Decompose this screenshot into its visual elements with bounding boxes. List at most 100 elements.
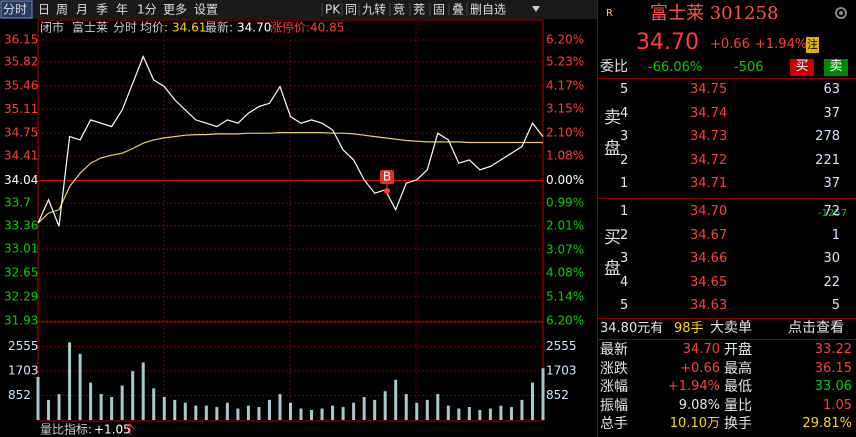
buy-button[interactable]: 买 bbox=[790, 59, 814, 76]
volume-bar bbox=[57, 394, 61, 420]
volume-bar bbox=[173, 399, 177, 420]
book-price: 34.73 bbox=[690, 129, 728, 144]
stat-value: 9.08% bbox=[678, 397, 720, 413]
volume-bar bbox=[99, 394, 103, 420]
volume-bar bbox=[415, 402, 419, 420]
tab[interactable]: 设置 bbox=[194, 3, 218, 17]
level: 3 bbox=[620, 251, 629, 266]
pct-tick-label: 2.01% bbox=[546, 219, 584, 233]
pct-tick-label: 1.08% bbox=[546, 149, 584, 163]
price-tick-label: 31.93 bbox=[4, 314, 38, 328]
signal-label: B bbox=[383, 170, 391, 184]
tool[interactable]: 删自选 bbox=[470, 3, 506, 17]
level: 4 bbox=[620, 105, 629, 121]
stat-value: 29.81% bbox=[802, 416, 852, 431]
volume-bar bbox=[362, 396, 366, 420]
tab[interactable]: 日 bbox=[38, 3, 50, 17]
volume-bar bbox=[299, 408, 303, 420]
tab[interactable]: 周 bbox=[56, 3, 68, 17]
tab[interactable]: 更多 bbox=[163, 3, 187, 17]
pct-tick-label: 5.23% bbox=[546, 54, 584, 68]
volume-bar bbox=[520, 399, 524, 420]
tool[interactable]: PK bbox=[325, 3, 341, 17]
level: 1 bbox=[620, 204, 629, 219]
tool[interactable]: 九转 bbox=[362, 2, 386, 17]
volume-bar bbox=[436, 394, 440, 420]
tab[interactable]: 分时 bbox=[3, 3, 27, 17]
book-volume: 37 bbox=[823, 105, 840, 121]
book-volume: 278 bbox=[815, 129, 840, 144]
pct-tick-label: 0.99% bbox=[546, 195, 584, 209]
stat-label: 最低 bbox=[724, 379, 752, 395]
stat-value: +1.94% bbox=[667, 379, 720, 394]
book-price: 34.72 bbox=[690, 152, 728, 168]
volume-bar bbox=[499, 405, 503, 420]
tab[interactable]: 1分 bbox=[137, 3, 157, 17]
price-tick-label: 34.04 bbox=[4, 173, 38, 187]
tab[interactable]: 月 bbox=[76, 3, 88, 17]
pct-tick-label: 5.14% bbox=[546, 289, 584, 303]
tool[interactable]: 固 bbox=[433, 3, 445, 17]
tab[interactable]: 年 bbox=[116, 3, 128, 17]
volume-tick-label: 1703 bbox=[8, 364, 39, 378]
dropdown[interactable] bbox=[532, 6, 540, 12]
tab[interactable]: 季 bbox=[96, 3, 108, 17]
volume-bar bbox=[194, 405, 198, 420]
tool[interactable]: 叠 bbox=[452, 3, 464, 17]
tool[interactable]: 同 bbox=[345, 3, 357, 17]
volume-bar bbox=[541, 368, 545, 420]
stat-label: 涨幅 bbox=[600, 379, 628, 395]
price-tick-label: 35.82 bbox=[4, 54, 38, 68]
volume-bar bbox=[509, 407, 513, 420]
indicator-value: +1.05 bbox=[94, 423, 131, 437]
buy-side-label: 买盘 bbox=[600, 228, 620, 290]
divider bbox=[598, 78, 856, 79]
level: 4 bbox=[620, 274, 629, 290]
book-volume: 30 bbox=[823, 251, 840, 266]
last-label: 最新: bbox=[205, 20, 233, 35]
big-order-link[interactable]: 点击查看 bbox=[788, 320, 844, 336]
toolbar bbox=[0, 0, 597, 19]
sell-button[interactable]: 卖 bbox=[824, 59, 848, 76]
status: 闭市 bbox=[40, 20, 64, 35]
book-price: 34.71 bbox=[690, 176, 728, 191]
volume-bar bbox=[246, 405, 250, 420]
price-tick-label: 34.41 bbox=[4, 148, 38, 162]
volume-tick-label: 2555 bbox=[8, 339, 39, 353]
divider bbox=[598, 318, 856, 319]
pct-tick-label: 4.17% bbox=[546, 79, 584, 93]
volume-tick-label: 852 bbox=[8, 388, 31, 402]
big-order-qty: 98手 bbox=[674, 321, 704, 336]
settings-icon[interactable] bbox=[833, 5, 849, 21]
volume-bar bbox=[141, 362, 145, 420]
pct-tick-label: 6.20% bbox=[546, 314, 584, 328]
book-price: 34.66 bbox=[690, 251, 728, 266]
volume-bar bbox=[488, 408, 492, 420]
volume-bar bbox=[78, 353, 82, 420]
volume-tick-label: 852 bbox=[546, 388, 569, 402]
pct-tick-label: 2.10% bbox=[546, 125, 584, 139]
book-price: 34.70 bbox=[690, 204, 728, 219]
signal-dot bbox=[384, 188, 390, 194]
stat-value: 1.05 bbox=[823, 397, 852, 413]
stat-label: 涨跌 bbox=[600, 360, 628, 377]
big-order-type: 大卖单 bbox=[710, 320, 752, 336]
price-tick-label: 35.11 bbox=[4, 102, 38, 116]
volume-tick-label: 2555 bbox=[546, 339, 577, 353]
book-volume: 1 bbox=[831, 227, 840, 243]
stat-value: 36.15 bbox=[814, 360, 852, 376]
stat-value: 33.06 bbox=[814, 379, 852, 394]
change: +0.66 bbox=[710, 37, 750, 52]
price-tick-label: 33.7 bbox=[4, 196, 31, 210]
sell-side-label: 卖盘 bbox=[600, 108, 620, 170]
book-volume: 37 bbox=[823, 176, 840, 191]
tool[interactable]: 竞 bbox=[393, 3, 405, 17]
avg-line bbox=[37, 132, 543, 224]
stat-label: 开盘 bbox=[724, 342, 752, 358]
tool[interactable]: 茺 bbox=[413, 3, 425, 17]
pct-tick-label: 6.20% bbox=[546, 33, 584, 47]
book-price: 34.74 bbox=[690, 105, 728, 121]
signal-box bbox=[380, 170, 394, 184]
volume-bar bbox=[331, 405, 335, 420]
